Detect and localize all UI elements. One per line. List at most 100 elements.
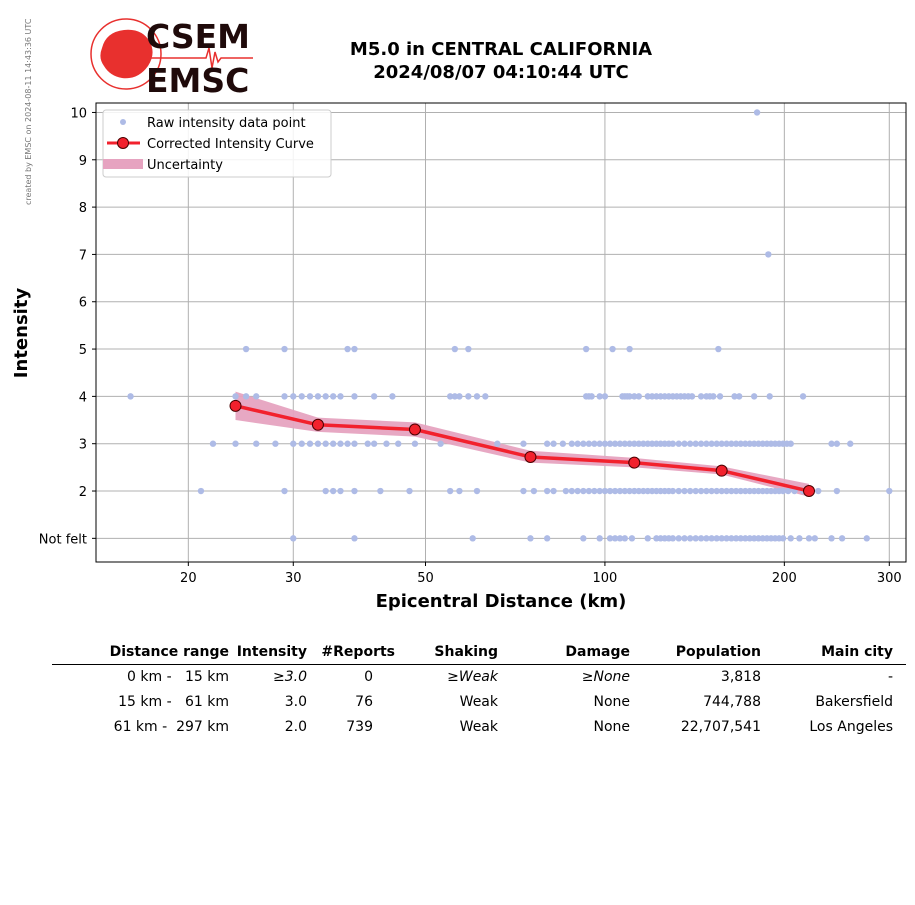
raw-data-point <box>351 345 358 353</box>
raw-data-point <box>456 487 463 495</box>
curve-marker <box>229 399 242 412</box>
raw-data-point <box>723 440 730 447</box>
raw-data-point <box>669 487 677 495</box>
raw-data-point <box>811 535 819 542</box>
raw-data-point <box>737 535 744 542</box>
raw-data-point <box>364 440 371 447</box>
raw-data-point <box>596 535 603 542</box>
raw-data-point <box>688 393 696 400</box>
raw-data-point <box>494 440 501 447</box>
y-tick-label: 8 <box>79 201 87 216</box>
logo-globe-ring <box>90 18 162 90</box>
raw-data-point <box>351 440 358 447</box>
raw-data-point <box>609 345 616 353</box>
raw-data-point <box>446 487 454 495</box>
y-tick-label: 7 <box>79 248 87 263</box>
raw-data-point <box>437 440 444 447</box>
raw-data-point <box>697 440 705 447</box>
raw-data-point <box>833 487 841 495</box>
raw-data-point <box>697 535 705 542</box>
raw-data-point <box>640 440 647 447</box>
raw-data-point <box>737 440 744 447</box>
legend-uncertainty-swatch <box>103 159 143 169</box>
x-tick-label: 200 <box>772 571 797 586</box>
raw-data-point <box>456 393 463 400</box>
header-distance-range: Distance range <box>109 644 229 660</box>
raw-data-point <box>351 487 358 495</box>
raw-data-point <box>580 535 587 542</box>
raw-data-point <box>344 440 351 447</box>
y-tick-label: 6 <box>79 296 87 311</box>
y-axis-label: Intensity <box>11 288 32 379</box>
raw-data-point <box>742 535 749 542</box>
raw-data-point <box>606 535 614 542</box>
raw-data-point <box>703 535 710 542</box>
header-population: Population <box>675 644 761 660</box>
raw-data-point <box>692 535 699 542</box>
raw-data-point <box>446 393 454 400</box>
raw-data-point <box>742 487 749 495</box>
raw-data-point <box>681 487 688 495</box>
raw-data-point <box>329 440 337 447</box>
raw-data-point <box>799 393 807 400</box>
raw-data-point <box>703 487 710 495</box>
raw-data-point <box>351 393 358 400</box>
raw-data-point <box>197 487 205 495</box>
x-tick-label: 50 <box>417 571 434 586</box>
legend-uncertainty-label: Uncertainty <box>147 158 223 173</box>
raw-data-point <box>805 535 813 542</box>
cell-population: 744,788 <box>703 694 761 710</box>
cell-city: Bakersfield <box>815 694 893 710</box>
raw-data-point <box>750 393 758 400</box>
raw-data-point <box>465 393 472 400</box>
cell-intensity: ≥3.0 <box>273 669 307 685</box>
raw-data-point <box>527 535 534 542</box>
raw-data-point <box>601 440 609 447</box>
raw-data-point <box>631 440 638 447</box>
raw-data-point <box>322 487 329 495</box>
raw-data-point <box>306 393 314 400</box>
cell-range: 61 km - 297 km <box>113 719 229 735</box>
raw-data-point <box>732 487 740 495</box>
raw-data-point <box>728 535 735 542</box>
header-intensity: Intensity <box>236 644 307 660</box>
raw-data-point <box>562 487 570 495</box>
header-reports: #Reports <box>321 644 395 660</box>
legend-raw-label: Raw intensity data point <box>147 116 306 131</box>
raw-data-point <box>713 535 720 542</box>
raw-data-point <box>838 535 846 542</box>
raw-data-point <box>628 535 636 542</box>
logo-emsc-text: EMSC <box>146 61 249 100</box>
raw-points <box>127 109 893 542</box>
header-main-city: Main city <box>821 644 893 660</box>
raw-data-point <box>395 440 402 447</box>
raw-data-point <box>281 345 288 353</box>
x-tick-label: 300 <box>877 571 902 586</box>
raw-data-point <box>692 487 699 495</box>
raw-data-point <box>611 487 619 495</box>
emsc-logo: CSEM EMSC <box>90 18 253 100</box>
raw-data-point <box>746 487 753 495</box>
x-tick-label: 20 <box>180 571 197 586</box>
curve-marker <box>311 418 324 431</box>
cell-shaking: Weak <box>459 694 498 710</box>
raw-data-point <box>692 440 699 447</box>
raw-data-point <box>703 440 710 447</box>
raw-data-point <box>686 535 694 542</box>
raw-data-point <box>290 535 297 542</box>
intensity-chart: 20 30 50 100 200 300 Not felt 2 3 4 5 6 7 8 9 10 Epicen… <box>11 102 907 612</box>
cell-population: 3,818 <box>720 669 761 685</box>
raw-data-point <box>626 487 633 495</box>
header-damage: Damage <box>565 644 630 660</box>
raw-data-point <box>828 535 835 542</box>
y-tick-label: 2 <box>79 485 87 500</box>
x-tick-label: 100 <box>593 571 618 586</box>
raw-data-point <box>329 393 337 400</box>
raw-data-point <box>383 440 390 447</box>
raw-data-point <box>298 393 305 400</box>
cell-reports: 739 <box>346 719 373 735</box>
raw-data-point <box>596 487 603 495</box>
raw-data-point <box>746 535 753 542</box>
raw-data-point <box>298 440 305 447</box>
y-tick-label: Not felt <box>39 532 87 547</box>
